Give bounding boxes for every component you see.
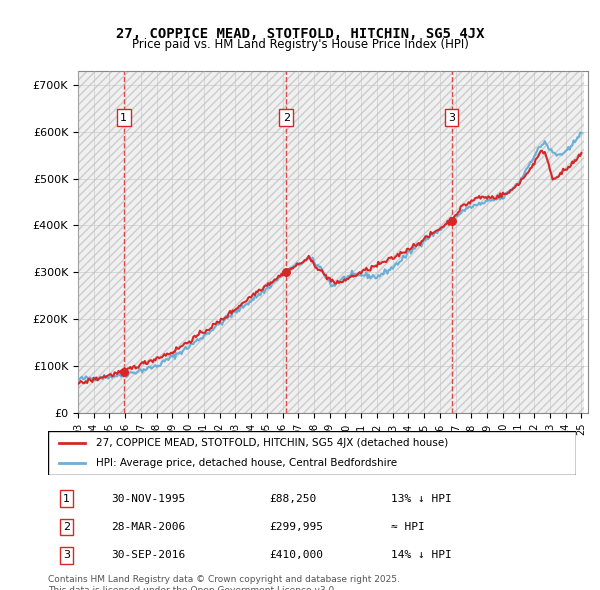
Text: Price paid vs. HM Land Registry's House Price Index (HPI): Price paid vs. HM Land Registry's House … (131, 38, 469, 51)
Text: 13% ↓ HPI: 13% ↓ HPI (391, 494, 452, 504)
Point (447, 216, 457, 225)
Text: £299,995: £299,995 (270, 522, 324, 532)
Text: £410,000: £410,000 (270, 550, 324, 560)
Text: 1: 1 (63, 494, 70, 504)
Text: Contains HM Land Registry data © Crown copyright and database right 2025.
This d: Contains HM Land Registry data © Crown c… (48, 575, 400, 590)
Text: ≈ HPI: ≈ HPI (391, 522, 425, 532)
Text: HPI: Average price, detached house, Central Bedfordshire: HPI: Average price, detached house, Cent… (95, 458, 397, 467)
Point (281, 268, 291, 277)
Text: 27, COPPICE MEAD, STOTFOLD, HITCHIN, SG5 4JX: 27, COPPICE MEAD, STOTFOLD, HITCHIN, SG5… (116, 27, 484, 41)
Text: 3: 3 (63, 550, 70, 560)
Text: 30-NOV-1995: 30-NOV-1995 (112, 494, 185, 504)
Text: 3: 3 (448, 113, 455, 123)
Text: 28-MAR-2006: 28-MAR-2006 (112, 522, 185, 532)
Text: 1: 1 (120, 113, 127, 123)
Text: 27, COPPICE MEAD, STOTFOLD, HITCHIN, SG5 4JX (detached house): 27, COPPICE MEAD, STOTFOLD, HITCHIN, SG5… (95, 438, 448, 448)
Text: 2: 2 (63, 522, 70, 532)
Point (119, 367, 128, 376)
Text: 14% ↓ HPI: 14% ↓ HPI (391, 550, 452, 560)
Text: 30-SEP-2016: 30-SEP-2016 (112, 550, 185, 560)
Text: £88,250: £88,250 (270, 494, 317, 504)
FancyBboxPatch shape (48, 431, 576, 475)
Text: 2: 2 (283, 113, 290, 123)
